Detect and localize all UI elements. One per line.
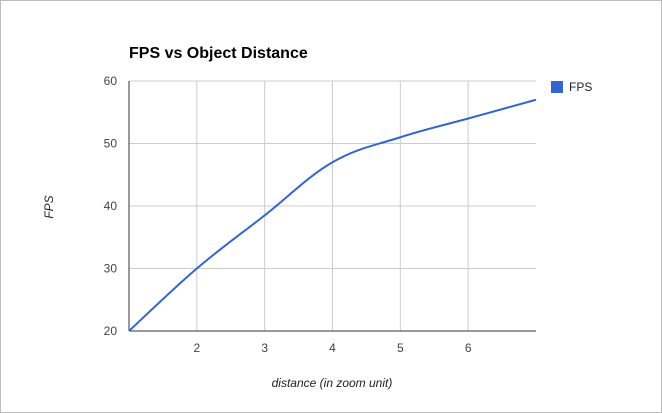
gridlines: [129, 80, 536, 331]
x-tick-label: 6: [465, 341, 472, 355]
y-tick-label: 50: [104, 137, 118, 151]
y-axis-title: FPS: [42, 195, 56, 218]
x-tick-label: 3: [261, 341, 268, 355]
x-axis-title: distance (in zoom unit): [272, 376, 393, 390]
tick-labels: 20 30 40 50 60 2 3 4 5 6: [104, 74, 472, 355]
x-tick-label: 4: [329, 341, 336, 355]
y-tick-label: 60: [104, 74, 118, 88]
x-tick-label: 2: [193, 341, 200, 355]
y-tick-label: 30: [104, 262, 118, 276]
series-line-fps: [128, 98, 537, 332]
x-tick-label: 5: [397, 341, 404, 355]
legend-label-fps: FPS: [569, 80, 592, 94]
legend-swatch-fps: [551, 81, 563, 93]
series-layer: [128, 98, 537, 332]
legend: FPS: [551, 80, 592, 94]
axes: [128, 81, 536, 332]
y-tick-label: 40: [104, 199, 118, 213]
chart-title: FPS vs Object Distance: [129, 45, 308, 62]
y-tick-label: 20: [104, 324, 118, 338]
